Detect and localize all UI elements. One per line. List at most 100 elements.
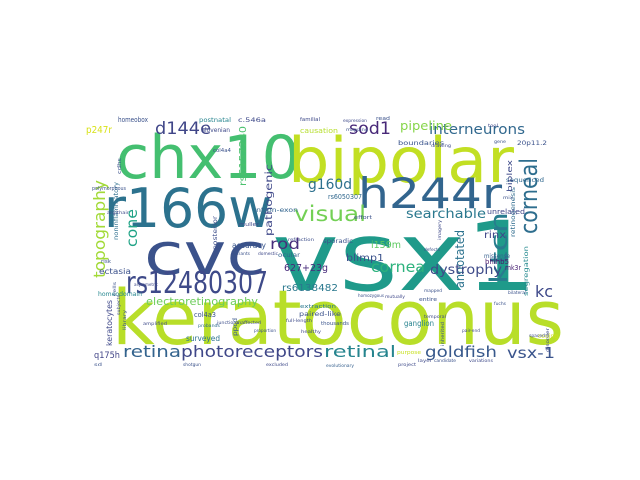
- cloud-word: pair-end: [462, 328, 481, 333]
- cloud-word: blimp1: [346, 253, 384, 264]
- cloud-word: retinogenesis: [510, 187, 517, 237]
- cloud-word: r166w: [104, 177, 272, 240]
- cloud-word: amplified: [143, 321, 168, 326]
- cloud-word: rs6050307: [328, 193, 362, 201]
- cloud-word: photoreceptors: [181, 342, 323, 361]
- cloud-word: argithair: [107, 210, 129, 215]
- cloud-word: postnatal: [199, 117, 231, 124]
- cloud-word: mapping: [346, 127, 369, 132]
- cloud-word: cells: [112, 282, 117, 296]
- cloud-word: goldfish: [425, 343, 497, 361]
- cloud-word: keratocytes: [105, 300, 114, 346]
- cloud-word: expression: [343, 118, 368, 123]
- cloud-word: sporadic: [323, 238, 353, 245]
- cloud-word: retina: [123, 342, 181, 361]
- cloud-word: cone: [123, 209, 141, 247]
- cloud-word: cornea: [371, 258, 425, 276]
- cloud-word: fuchs: [494, 301, 506, 306]
- cloud-word: homeodomain: [98, 291, 142, 298]
- cloud-word: sod1: [349, 119, 391, 139]
- cloud-word: h244r: [358, 169, 503, 218]
- cloud-word: bilateral: [508, 290, 526, 295]
- cloud-word: inherited: [440, 321, 445, 346]
- cloud-word: homeobox: [118, 116, 148, 124]
- cloud-word: risk: [101, 259, 111, 265]
- cloud-word: gene: [494, 139, 507, 144]
- cloud-word: tool: [488, 123, 498, 128]
- cloud-word: spaced: [529, 333, 546, 338]
- cloud-word: subjects: [116, 295, 121, 315]
- cloud-word: ganglion: [404, 319, 434, 328]
- cloud-word: homozygous: [358, 293, 384, 298]
- cloud-word: unaffected: [235, 320, 262, 325]
- cloud-word: dystrophy: [430, 263, 502, 278]
- cloud-word: effort: [354, 215, 372, 221]
- cloud-word: full-length: [286, 318, 313, 323]
- cloud-word: chx10: [116, 123, 300, 193]
- cloud-word: topography: [90, 180, 109, 278]
- cloud-word: sd: [94, 362, 103, 367]
- cloud-word: probands: [198, 323, 220, 328]
- cloud-word: col4a4: [213, 148, 231, 154]
- cloud-word: visual: [294, 202, 366, 226]
- cloud-word: accuracy: [232, 241, 266, 250]
- cloud-word: rinx: [484, 230, 506, 241]
- cloud-word: ocular: [278, 252, 301, 259]
- cloud-word: healthy: [301, 329, 322, 334]
- cloud-word: sequenced: [506, 177, 544, 184]
- cloud-word: vsx1: [272, 201, 537, 313]
- cloud-word: muller: [239, 222, 260, 228]
- cloud-word: slovenian: [202, 127, 230, 134]
- cloud-word: mapped: [424, 288, 442, 293]
- cloud-word: 20p11.2: [517, 140, 547, 147]
- cloud-word: bipolar: [288, 124, 515, 197]
- cloud-word: refraction: [288, 237, 315, 242]
- cloud-word: entire: [419, 297, 437, 303]
- cloud-word: g160d: [308, 177, 352, 193]
- cloud-word: retinal: [324, 342, 396, 361]
- cloud-word: searchable: [406, 207, 486, 222]
- cloud-word: cvc: [144, 220, 266, 288]
- cloud-word: d144e: [155, 119, 211, 139]
- cloud-word: missense: [484, 253, 510, 260]
- cloud-word: evolutionary: [326, 363, 355, 368]
- cloud-word: intron-exon: [254, 207, 298, 214]
- cloud-word: biplex: [506, 160, 514, 192]
- cloud-word: ectasia: [99, 267, 131, 276]
- cloud-word: rs6157240: [238, 126, 249, 186]
- cloud-word: extraction: [300, 304, 336, 310]
- cloud-word: vsx-1: [507, 344, 555, 362]
- cloud-word: imagery: [437, 219, 442, 240]
- cloud-word: cdhs: [117, 157, 123, 174]
- cloud-word: pathogenic: [264, 164, 275, 236]
- cloud-word: mk3r: [505, 264, 521, 272]
- cloud-word: pipeline: [400, 119, 452, 133]
- cloud-word: variations: [469, 358, 493, 363]
- cloud-word: ppcd: [232, 318, 239, 336]
- cloud-word: variants: [232, 251, 250, 256]
- cloud-word: col4a3: [194, 311, 216, 319]
- cloud-word: boundaries: [398, 140, 444, 147]
- cloud-word: rs6138482: [282, 283, 338, 294]
- cloud-word: temporal: [424, 314, 446, 319]
- cloud-word: purpose: [397, 350, 421, 356]
- cloud-word: candidate: [434, 358, 457, 363]
- cloud-word: unrelated: [487, 208, 525, 216]
- cloud-word: thousands: [321, 321, 349, 327]
- cloud-word: mix: [503, 195, 514, 200]
- cloud-word: library: [122, 309, 127, 330]
- cloud-word: posterior: [212, 215, 219, 250]
- cloud-word: defects: [424, 247, 440, 252]
- cloud-word: q175h: [94, 351, 120, 361]
- cloud-word: kc: [535, 282, 553, 301]
- cloud-word: asymmetric: [134, 282, 158, 287]
- cloud-word: shotgun: [183, 362, 202, 367]
- cloud-word: excluded: [266, 362, 289, 367]
- cloud-word: project: [398, 362, 417, 367]
- cloud-word: electroretinography: [146, 295, 258, 308]
- cloud-word: keratoconus: [112, 273, 564, 362]
- cloud-word: annotated: [453, 230, 467, 288]
- cloud-word: c.546a: [238, 117, 266, 124]
- cloud-word: read: [376, 116, 390, 122]
